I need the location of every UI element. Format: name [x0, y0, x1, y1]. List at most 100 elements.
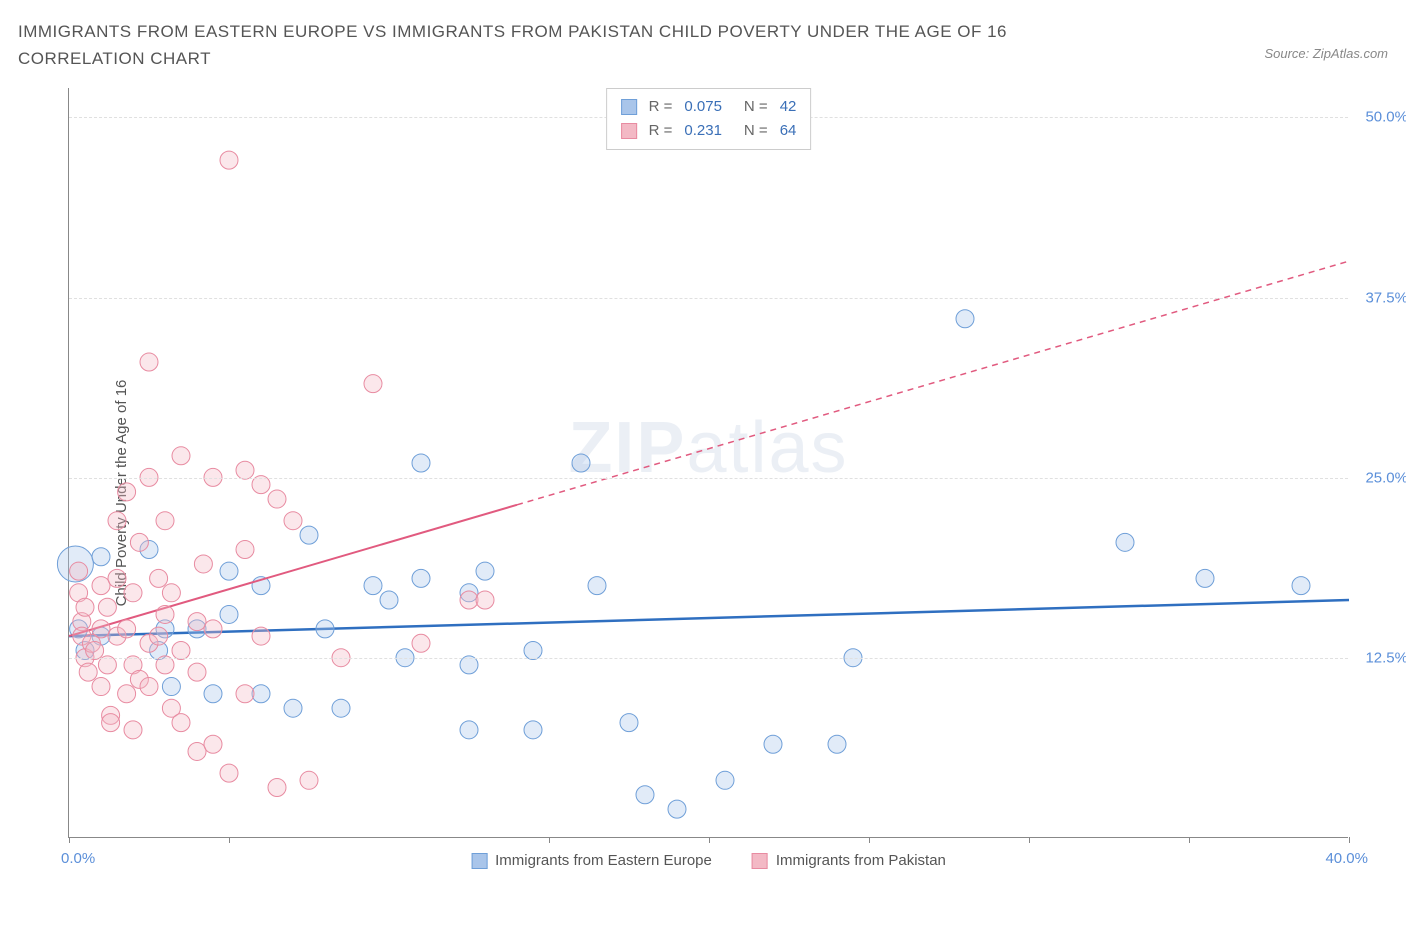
data-point[interactable]: [668, 801, 686, 819]
data-point[interactable]: [220, 764, 238, 782]
x-axis-max-label: 40.0%: [1325, 850, 1368, 867]
series-legend: Immigrants from Eastern Europe Immigrants…: [471, 852, 946, 869]
y-tick-label: 50.0%: [1365, 109, 1406, 126]
data-point[interactable]: [764, 736, 782, 754]
legend-series-item[interactable]: Immigrants from Eastern Europe: [471, 852, 712, 869]
legend-r-value: 0.231: [684, 119, 722, 143]
data-point[interactable]: [102, 714, 120, 732]
data-point[interactable]: [220, 563, 238, 581]
data-point[interactable]: [236, 541, 254, 559]
data-point[interactable]: [956, 310, 974, 328]
data-point[interactable]: [172, 714, 190, 732]
legend-stat-row: R = 0.075N = 42: [621, 95, 797, 119]
data-point[interactable]: [572, 454, 590, 472]
data-point[interactable]: [194, 555, 212, 573]
data-point[interactable]: [460, 721, 478, 739]
legend-swatch: [752, 853, 768, 869]
data-point[interactable]: [92, 577, 110, 595]
data-point[interactable]: [204, 620, 222, 638]
data-point[interactable]: [316, 620, 334, 638]
data-point[interactable]: [364, 577, 382, 595]
source-attribution: Source: ZipAtlas.com: [1264, 46, 1388, 61]
data-point[interactable]: [92, 548, 110, 566]
data-point[interactable]: [204, 736, 222, 754]
data-point[interactable]: [412, 570, 430, 588]
data-point[interactable]: [188, 743, 206, 761]
data-point[interactable]: [130, 534, 148, 552]
data-point[interactable]: [524, 721, 542, 739]
data-point[interactable]: [220, 151, 238, 169]
data-point[interactable]: [118, 685, 136, 703]
data-point[interactable]: [188, 664, 206, 682]
chart-title: IMMIGRANTS FROM EASTERN EUROPE VS IMMIGR…: [18, 18, 1118, 72]
data-point[interactable]: [252, 627, 270, 645]
data-point[interactable]: [204, 685, 222, 703]
legend-r-label: R =: [649, 119, 673, 143]
data-point[interactable]: [252, 685, 270, 703]
gridline: [69, 298, 1348, 299]
data-point[interactable]: [156, 512, 174, 530]
data-point[interactable]: [412, 454, 430, 472]
data-point[interactable]: [300, 526, 318, 544]
legend-series-name: Immigrants from Eastern Europe: [495, 852, 712, 869]
x-tick: [1189, 837, 1190, 843]
data-point[interactable]: [92, 620, 110, 638]
data-point[interactable]: [118, 620, 136, 638]
data-point[interactable]: [636, 786, 654, 804]
data-point[interactable]: [588, 577, 606, 595]
y-tick-label: 37.5%: [1365, 289, 1406, 306]
data-point[interactable]: [108, 570, 126, 588]
data-point[interactable]: [140, 678, 158, 696]
data-point[interactable]: [150, 570, 168, 588]
legend-r-value: 0.075: [684, 95, 722, 119]
data-point[interactable]: [188, 613, 206, 631]
x-tick: [549, 837, 550, 843]
data-point[interactable]: [1116, 534, 1134, 552]
data-point[interactable]: [162, 678, 180, 696]
data-point[interactable]: [460, 591, 478, 609]
chart-container: Child Poverty Under the Age of 16 ZIPatl…: [18, 78, 1388, 908]
plot-area: ZIPatlas R = 0.075N = 42R = 0.231N = 64 …: [68, 88, 1348, 838]
data-point[interactable]: [476, 563, 494, 581]
data-point[interactable]: [220, 606, 238, 624]
data-point[interactable]: [79, 664, 97, 682]
data-point[interactable]: [118, 483, 136, 501]
data-point[interactable]: [1196, 570, 1214, 588]
data-point[interactable]: [140, 353, 158, 371]
legend-swatch: [471, 853, 487, 869]
data-point[interactable]: [92, 678, 110, 696]
x-tick: [869, 837, 870, 843]
data-point[interactable]: [124, 584, 142, 602]
data-point[interactable]: [150, 627, 168, 645]
data-point[interactable]: [620, 714, 638, 732]
data-point[interactable]: [380, 591, 398, 609]
data-point[interactable]: [284, 700, 302, 718]
data-point[interactable]: [364, 375, 382, 393]
data-point[interactable]: [476, 591, 494, 609]
data-point[interactable]: [70, 563, 88, 581]
data-point[interactable]: [828, 736, 846, 754]
data-point[interactable]: [268, 490, 286, 508]
data-point[interactable]: [284, 512, 302, 530]
data-point[interactable]: [162, 584, 180, 602]
x-tick: [229, 837, 230, 843]
x-tick: [1029, 837, 1030, 843]
data-point[interactable]: [172, 447, 190, 465]
y-tick-label: 25.0%: [1365, 469, 1406, 486]
data-point[interactable]: [108, 512, 126, 530]
stats-legend: R = 0.075N = 42R = 0.231N = 64: [606, 88, 812, 150]
legend-swatch: [621, 99, 637, 115]
data-point[interactable]: [1292, 577, 1310, 595]
data-point[interactable]: [76, 599, 94, 617]
data-point[interactable]: [236, 685, 254, 703]
legend-series-item[interactable]: Immigrants from Pakistan: [752, 852, 946, 869]
data-point[interactable]: [716, 772, 734, 790]
data-point[interactable]: [124, 721, 142, 739]
data-point[interactable]: [412, 635, 430, 653]
data-point[interactable]: [300, 772, 318, 790]
data-point[interactable]: [98, 599, 116, 617]
data-point[interactable]: [156, 606, 174, 624]
gridline: [69, 658, 1348, 659]
data-point[interactable]: [332, 700, 350, 718]
data-point[interactable]: [268, 779, 286, 797]
